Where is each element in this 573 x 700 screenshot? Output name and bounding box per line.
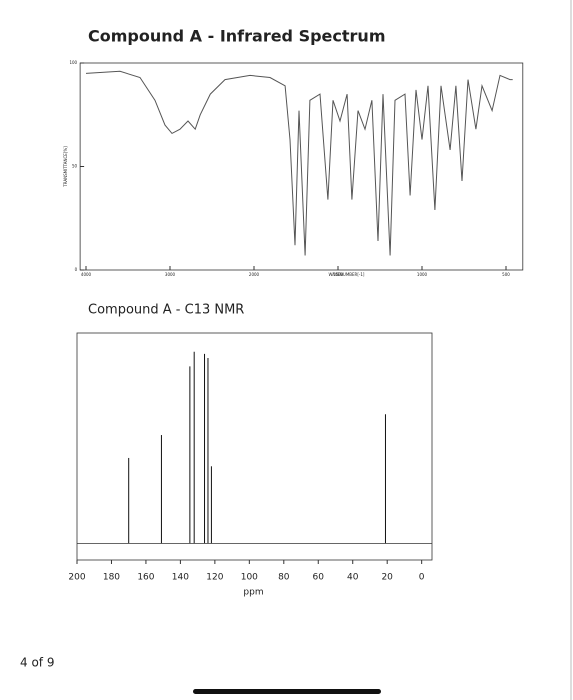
x-tick-label: 120: [206, 573, 223, 583]
x-tick-label: 40: [347, 573, 359, 583]
spectrum-line: [85, 70, 513, 256]
home-bar: [193, 689, 381, 694]
chart-title: Compound A - Infrared Spectrum: [88, 27, 386, 46]
y-tick-label: 50: [72, 164, 78, 169]
x-tick-label: 80: [278, 573, 290, 583]
x-tick-label: 4000: [81, 272, 92, 277]
x-tick-label: 100: [241, 573, 258, 583]
x-tick-label: 20: [381, 573, 393, 583]
x-tick-label: 200: [68, 573, 85, 583]
plot-frame: [76, 332, 433, 561]
y-axis-label: TRANSMITTANCE[%]: [63, 146, 68, 188]
chart-title: Compound A - C13 NMR: [88, 303, 244, 318]
x-tick-label: 0: [419, 573, 425, 583]
y-tick-label: 100: [69, 60, 77, 65]
x-tick-label: 3000: [165, 272, 176, 277]
x-tick-label: 60: [313, 573, 325, 583]
x-tick-label: 180: [103, 573, 120, 583]
x-tick-label: 140: [172, 573, 189, 583]
x-tick-label: 2000: [249, 272, 260, 277]
x-tick-label: 160: [137, 573, 154, 583]
x-tick-label: 1500: [333, 272, 344, 277]
x-tick-label: 500: [502, 272, 510, 277]
page-indicator: 4 of 9: [20, 656, 54, 670]
x-axis-label: ppm: [243, 588, 263, 598]
y-tick-label: 0: [75, 267, 78, 272]
x-axis-label: WAVENUMBER[-1]: [328, 272, 364, 277]
x-tick-label: 1000: [417, 272, 428, 277]
